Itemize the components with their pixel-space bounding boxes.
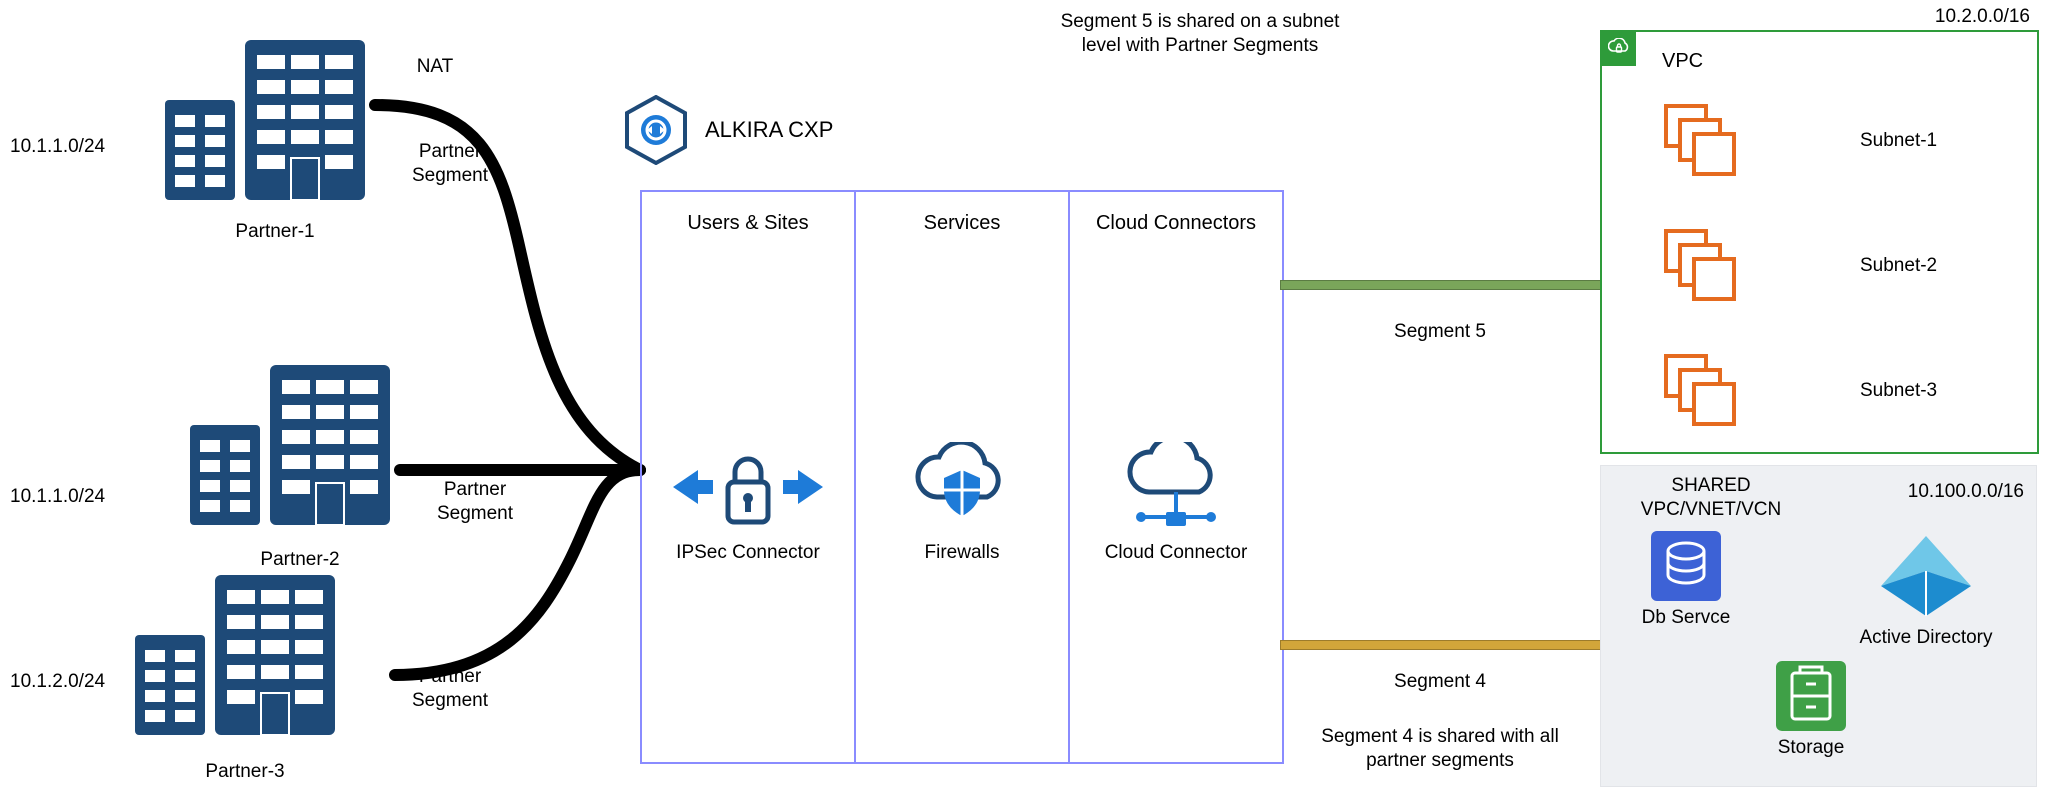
- segment-4-line: [1280, 640, 1602, 650]
- vpc-subnet-3: Subnet-3: [1662, 352, 2022, 430]
- shared-db-service: Db Servce: [1611, 531, 1761, 629]
- segment-4-caption: Segment 4 is shared with all partner seg…: [1280, 725, 1600, 773]
- cxp-box: Users & Sites IPSec Connector Services: [640, 190, 1284, 764]
- subnet-stack-icon: [1662, 102, 1740, 180]
- cxp-services-title: Services: [856, 212, 1068, 235]
- alkira-cxp-label: ALKIRA CXP: [705, 117, 833, 143]
- vpc-subnet-2: Subnet-2: [1662, 227, 2022, 305]
- shared-ad-label: Active Directory: [1851, 627, 2001, 649]
- vpc-badge-icon: [1602, 32, 1636, 66]
- vpc-subnet-1: Subnet-1: [1662, 102, 2022, 180]
- database-icon: [1651, 531, 1721, 601]
- partner-1-segment-label: Partner Segment: [395, 140, 505, 188]
- segment-5-caption: Segment 5 is shared on a subnet level wi…: [1010, 10, 1390, 58]
- shared-storage: Storage: [1736, 661, 1886, 759]
- alkira-hex-icon: [625, 95, 687, 165]
- storage-icon: [1776, 661, 1846, 731]
- partner-3-cidr: 10.1.2.0/24: [10, 670, 105, 694]
- cxp-cloud-caption: Cloud Connector: [1070, 542, 1282, 565]
- partner-3-name: Partner-3: [145, 760, 345, 784]
- segment-4-label: Segment 4: [1370, 670, 1510, 694]
- partner-3-site: [135, 575, 355, 755]
- shared-db-label: Db Servce: [1611, 607, 1761, 629]
- subnet-stack-icon: [1662, 227, 1740, 305]
- partner-2-name: Partner-2: [200, 548, 400, 572]
- vpc-subnet-2-label: Subnet-2: [1860, 255, 1937, 277]
- cxp-cloud-title: Cloud Connectors: [1070, 212, 1282, 235]
- cloud-connector-icon: [1116, 442, 1236, 542]
- shared-active-directory: Active Directory: [1851, 531, 2001, 649]
- partner-1-nat-label: NAT: [395, 55, 475, 79]
- vpc-subnet-3-label: Subnet-3: [1860, 380, 1937, 402]
- cxp-services-caption: Firewalls: [856, 542, 1068, 565]
- cxp-col-services: Services Firewalls: [856, 192, 1070, 762]
- buildings-icon: [135, 575, 345, 745]
- partner-3-segment-label: Partner Segment: [395, 665, 505, 713]
- partner-1-site: [165, 40, 385, 220]
- segment-5-line: [1280, 280, 1602, 290]
- active-directory-icon: [1876, 531, 1976, 621]
- cxp-col-users-sites: Users & Sites IPSec Connector: [642, 192, 856, 762]
- alkira-cxp-header: ALKIRA CXP: [625, 95, 833, 165]
- partner-1-cidr: 10.1.1.0/24: [10, 135, 105, 159]
- vpc-subnet-1-label: Subnet-1: [1860, 130, 1937, 152]
- shared-vpc-title: SHARED VPC/VNET/VCN: [1611, 474, 1811, 522]
- cxp-users-sites-title: Users & Sites: [642, 212, 854, 235]
- buildings-icon: [165, 40, 375, 210]
- cxp-col-cloud: Cloud Connectors Cloud Connector: [1070, 192, 1282, 762]
- segment-5-label: Segment 5: [1370, 320, 1510, 344]
- shared-vpc-box: SHARED VPC/VNET/VCN 10.100.0.0/16 Db Ser…: [1600, 465, 2037, 787]
- firewall-cloud-icon: [907, 442, 1017, 532]
- partner-2-site: [190, 365, 410, 545]
- subnet-stack-icon: [1662, 352, 1740, 430]
- vpc-box: VPC Subnet-1 Subnet-2 Subnet-3: [1600, 30, 2039, 454]
- ipsec-connector-icon: [668, 442, 828, 532]
- shared-storage-label: Storage: [1736, 737, 1886, 759]
- partner-1-name: Partner-1: [175, 220, 375, 244]
- buildings-icon: [190, 365, 400, 535]
- partner-2-segment-label: Partner Segment: [420, 478, 530, 526]
- partner-2-cidr: 10.1.1.0/24: [10, 485, 105, 509]
- vpc-cidr: 10.2.0.0/16: [1900, 5, 2030, 29]
- shared-vpc-cidr: 10.100.0.0/16: [1908, 480, 2024, 504]
- cxp-users-sites-caption: IPSec Connector: [642, 542, 854, 565]
- vpc-title: VPC: [1662, 50, 1703, 73]
